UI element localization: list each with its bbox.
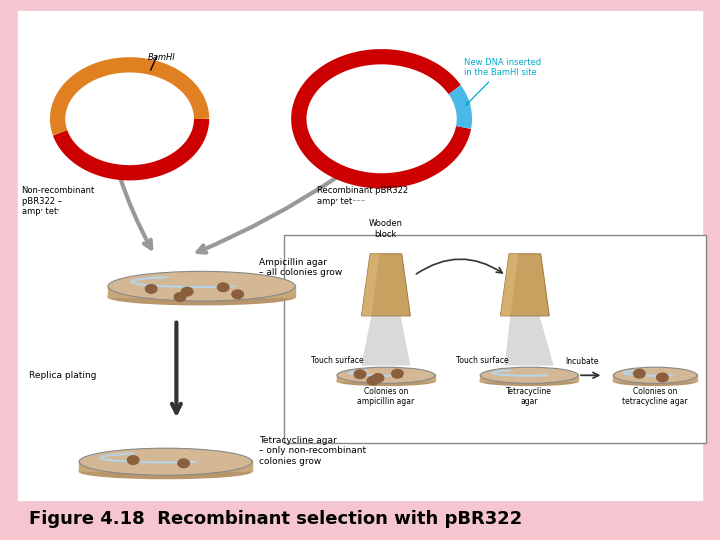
Circle shape [145, 285, 157, 293]
Ellipse shape [79, 464, 252, 478]
Text: Touch surface: Touch surface [311, 356, 364, 365]
Circle shape [322, 74, 441, 164]
Circle shape [217, 283, 229, 292]
Polygon shape [613, 375, 697, 381]
Text: Replica plating: Replica plating [29, 371, 96, 380]
Text: BamHI: BamHI [148, 53, 176, 63]
Circle shape [174, 293, 186, 301]
Circle shape [354, 370, 366, 379]
Polygon shape [337, 375, 435, 381]
Ellipse shape [480, 367, 578, 383]
Text: Figure 4.18  Recombinant selection with pBR322: Figure 4.18 Recombinant selection with p… [29, 510, 522, 528]
Text: Colonies on
tetracycline agar: Colonies on tetracycline agar [622, 387, 688, 406]
Circle shape [367, 376, 379, 385]
Circle shape [127, 456, 139, 464]
Polygon shape [361, 254, 379, 316]
Text: New DNA inserted
in the BamHI site: New DNA inserted in the BamHI site [464, 58, 541, 105]
Text: Colonies on
ampicillin agar: Colonies on ampicillin agar [357, 387, 415, 406]
Circle shape [392, 369, 403, 378]
Ellipse shape [108, 288, 295, 305]
Text: Non-recombinant
pBR322 –
ampʳ tetʳ: Non-recombinant pBR322 – ampʳ tetʳ [22, 186, 95, 216]
Ellipse shape [108, 271, 295, 301]
Polygon shape [361, 254, 410, 316]
Text: Wooden
block: Wooden block [369, 219, 403, 239]
FancyBboxPatch shape [18, 11, 702, 500]
Text: ampʳ: ampʳ [350, 109, 370, 118]
Circle shape [181, 287, 193, 296]
FancyBboxPatch shape [284, 235, 706, 443]
Polygon shape [108, 285, 295, 296]
Ellipse shape [613, 376, 697, 386]
Ellipse shape [79, 448, 252, 475]
Ellipse shape [613, 367, 697, 383]
Text: Incubate: Incubate [565, 357, 598, 367]
Circle shape [372, 374, 384, 382]
Polygon shape [361, 316, 410, 366]
Text: Tetracycline
agar: Tetracycline agar [506, 387, 552, 406]
Polygon shape [480, 375, 578, 381]
Ellipse shape [480, 376, 578, 386]
Circle shape [232, 290, 243, 299]
Polygon shape [79, 460, 252, 471]
Text: Ampicillin agar
– all colonies grow: Ampicillin agar – all colonies grow [259, 258, 343, 277]
Text: ampʳ: ampʳ [69, 109, 89, 118]
Text: Touch surface: Touch surface [456, 356, 508, 365]
Text: Recombinant pBR322
ampʳ tet⁻⁻⁻: Recombinant pBR322 ampʳ tet⁻⁻⁻ [317, 186, 408, 206]
Circle shape [78, 80, 181, 158]
Text: Tetracycline agar
– only non-recombinant
colonies grow: Tetracycline agar – only non-recombinant… [259, 436, 366, 466]
Circle shape [178, 459, 189, 468]
Circle shape [657, 373, 668, 382]
Circle shape [634, 369, 645, 378]
Polygon shape [500, 254, 518, 316]
Ellipse shape [337, 367, 435, 383]
Polygon shape [500, 254, 549, 316]
Ellipse shape [337, 376, 435, 386]
Polygon shape [505, 316, 554, 366]
Text: tetʳ: tetʳ [151, 109, 166, 118]
